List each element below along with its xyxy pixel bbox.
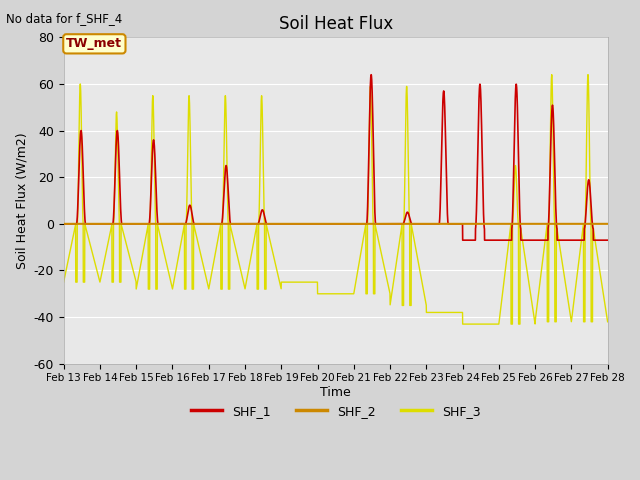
- X-axis label: Time: Time: [320, 386, 351, 399]
- Y-axis label: Soil Heat Flux (W/m2): Soil Heat Flux (W/m2): [15, 132, 28, 269]
- Title: Soil Heat Flux: Soil Heat Flux: [278, 15, 393, 33]
- Text: TW_met: TW_met: [67, 37, 122, 50]
- Legend: SHF_1, SHF_2, SHF_3: SHF_1, SHF_2, SHF_3: [186, 400, 486, 423]
- Text: No data for f_SHF_4: No data for f_SHF_4: [6, 12, 123, 25]
